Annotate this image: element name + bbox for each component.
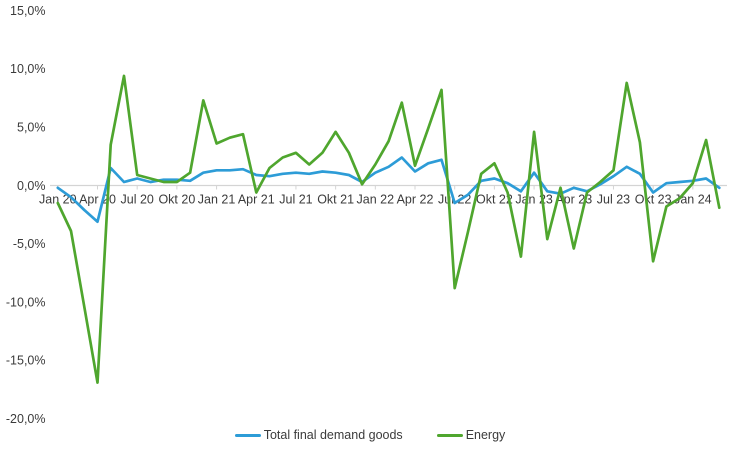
x-axis-label: Apr 22 (397, 193, 434, 207)
y-axis-label: 10,0% (10, 62, 45, 76)
total-final-demand-goods-line (56, 156, 721, 224)
x-axis-label: Jan 22 (357, 193, 395, 207)
x-axis-label: Apr 21 (238, 193, 275, 207)
y-axis-label: -15,0% (6, 354, 46, 368)
energy-line (56, 74, 721, 384)
legend-swatch-total-final-demand-goods (234, 433, 261, 437)
x-axis-label: Jul 21 (279, 193, 312, 207)
legend-item-total-final-demand-goods: Total final demand goods (234, 428, 403, 442)
legend-swatch-energy (436, 433, 463, 437)
legend-label-total-final-demand-goods: Total final demand goods (263, 428, 403, 442)
x-axis-label: Jan 23 (515, 193, 553, 207)
chart-legend: Total final demand goods Energy (0, 429, 740, 442)
x-axis-label: Apr 20 (79, 193, 116, 207)
x-axis-label: Okt 20 (158, 193, 195, 207)
y-axis-label: -20,0% (6, 412, 46, 426)
y-axis-label: 0,0% (17, 179, 46, 193)
y-axis-label: 15,0% (10, 4, 45, 18)
x-axis-label: Okt 23 (635, 193, 672, 207)
y-axis-label: 5,0% (17, 120, 46, 134)
x-axis-label: Jan 21 (198, 193, 236, 207)
x-axis-label: Jan 24 (674, 193, 712, 207)
legend-item-energy: Energy (436, 428, 506, 442)
y-axis-label: -5,0% (13, 237, 46, 251)
x-axis-label: Jul 20 (121, 193, 154, 207)
x-axis-label: Jul 23 (597, 193, 630, 207)
x-axis-label: Okt 21 (317, 193, 354, 207)
y-axis-label: -10,0% (6, 295, 46, 309)
legend-label-energy: Energy (465, 428, 506, 442)
x-axis-label: Okt 22 (476, 193, 513, 207)
